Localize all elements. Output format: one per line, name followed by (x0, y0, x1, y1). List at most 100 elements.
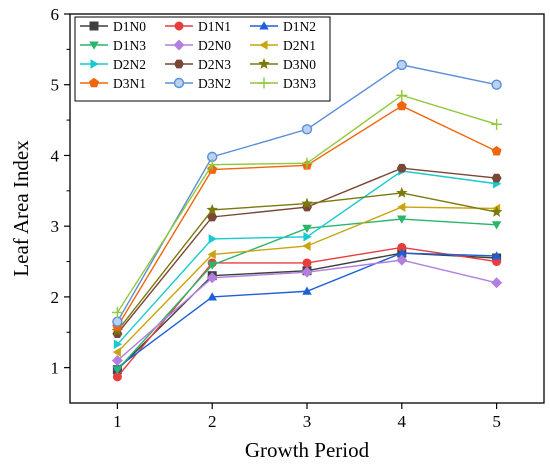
legend-label: D3N0 (283, 57, 316, 72)
series-d2n1 (112, 202, 501, 357)
data-point-d3n3 (396, 89, 408, 101)
y-tick-label: 3 (51, 217, 60, 236)
data-point-d3n0 (206, 203, 218, 215)
legend-marker (258, 77, 270, 89)
data-point-d2n0 (206, 272, 218, 284)
series-d2n0 (111, 254, 503, 367)
data-point-d1n3 (397, 215, 407, 224)
data-point-d2n0 (301, 266, 313, 278)
legend: D1N0 D1N1 D1N2 D1N3 D2N0 D2N1 D2N2 D2N3 D3N0 D3N1… (74, 16, 331, 102)
legend-marker (258, 58, 270, 69)
data-point-d3n1 (491, 145, 502, 156)
legend-label: D2N1 (283, 38, 316, 53)
data-point-d3n2 (301, 124, 313, 135)
data-point-d2n2 (113, 339, 123, 350)
x-tick-label: 5 (492, 412, 501, 431)
y-tick-label: 6 (51, 5, 60, 24)
data-point-d3n0 (301, 197, 313, 209)
legend-label: D1N1 (198, 19, 231, 34)
legend-label: D3N1 (113, 76, 146, 91)
y-axis-title: Leaf Area Index (9, 140, 33, 277)
data-point-d1n1 (302, 258, 312, 268)
data-point-d2n1 (397, 202, 406, 212)
legend-label: D1N2 (283, 19, 316, 34)
data-point-d3n0 (490, 206, 503, 217)
legend-entry-d1n0: D1N0 (80, 19, 146, 34)
data-point-d1n2 (207, 292, 217, 301)
data-point-d3n2 (112, 316, 123, 327)
legend-entry-d2n2: D2N2 (80, 57, 146, 72)
legend-marker (259, 21, 269, 30)
data-point-d3n3 (301, 157, 313, 169)
legend-marker (173, 39, 185, 51)
data-point-d2n3 (491, 173, 502, 183)
series-d3n3 (111, 89, 503, 318)
legend-label: D2N0 (198, 38, 231, 53)
data-point-d1n3 (491, 221, 502, 230)
data-point-d1n2 (491, 251, 502, 260)
data-point-d2n2 (208, 234, 217, 244)
legend-entry-d1n1: D1N1 (165, 19, 231, 34)
y-tick-label: 2 (51, 288, 60, 307)
legend-marker (89, 41, 99, 50)
data-point-d2n0 (491, 277, 503, 289)
data-point-d2n3 (207, 212, 218, 222)
data-point-d1n2 (397, 248, 407, 257)
series-line-d3n2 (116, 64, 497, 323)
data-point-d3n2 (491, 79, 502, 90)
legend-box (74, 16, 331, 102)
legend-label: D2N2 (113, 57, 146, 72)
series-d1n1 (112, 242, 502, 382)
data-point-d1n2 (302, 286, 312, 295)
series-d1n3 (112, 215, 502, 375)
data-point-d3n3 (491, 118, 503, 130)
legend-marker (174, 59, 184, 69)
legend-marker (88, 77, 100, 88)
legend-marker (90, 59, 99, 69)
data-point-d2n1 (207, 249, 216, 260)
legend-entry-d3n1: D3N1 (80, 76, 146, 91)
data-point-d1n3 (302, 224, 312, 233)
y-tick-label: 4 (51, 146, 60, 165)
data-point-d2n0 (111, 355, 123, 367)
data-point-d3n3 (111, 306, 123, 318)
x-tick-label: 2 (208, 412, 217, 431)
data-point-d2n1 (112, 347, 121, 357)
legend-marker (89, 21, 99, 31)
data-point-d3n0 (396, 186, 408, 198)
legend-marker (259, 40, 268, 50)
data-point-d2n1 (302, 241, 311, 251)
legend-marker (174, 21, 184, 31)
series-layer (111, 59, 503, 382)
legend-entry-d3n3: D3N3 (250, 76, 316, 91)
legend-entry-d2n3: D2N3 (165, 57, 231, 72)
axes: 1 2 3 4 5 1 2 3 4 5 6 (51, 5, 545, 431)
data-point-d3n1 (396, 100, 407, 111)
y-tick-label: 1 (51, 359, 60, 378)
legend-entry-d2n0: D2N0 (165, 38, 231, 53)
legend-entry-d3n2: D3N2 (165, 76, 231, 91)
legend-label: D1N3 (113, 38, 146, 53)
legend-label: D3N2 (198, 76, 231, 91)
data-point-d1n3 (207, 261, 217, 270)
legend-entry-d2n1: D2N1 (250, 38, 316, 53)
y-tick-label: 5 (51, 76, 60, 95)
data-point-d3n2 (396, 59, 407, 71)
data-point-d3n3 (206, 159, 218, 171)
x-tick-label: 1 (113, 412, 122, 431)
data-point-d2n3 (396, 163, 407, 173)
legend-label: D2N3 (198, 57, 231, 72)
x-tick-label: 3 (303, 412, 312, 431)
data-point-d1n1 (397, 242, 407, 252)
legend-label: D3N3 (283, 76, 316, 91)
legend-entry-d1n2: D1N2 (250, 19, 316, 34)
data-point-d2n0 (396, 254, 408, 266)
series-d2n2 (113, 166, 502, 350)
legend-entry-d1n3: D1N3 (80, 38, 146, 53)
x-tick-label: 4 (398, 412, 407, 431)
data-point-d2n2 (303, 232, 312, 242)
data-point-d1n1 (112, 372, 122, 382)
x-axis-title: Growth Period (245, 438, 370, 462)
legend-marker (173, 77, 185, 89)
